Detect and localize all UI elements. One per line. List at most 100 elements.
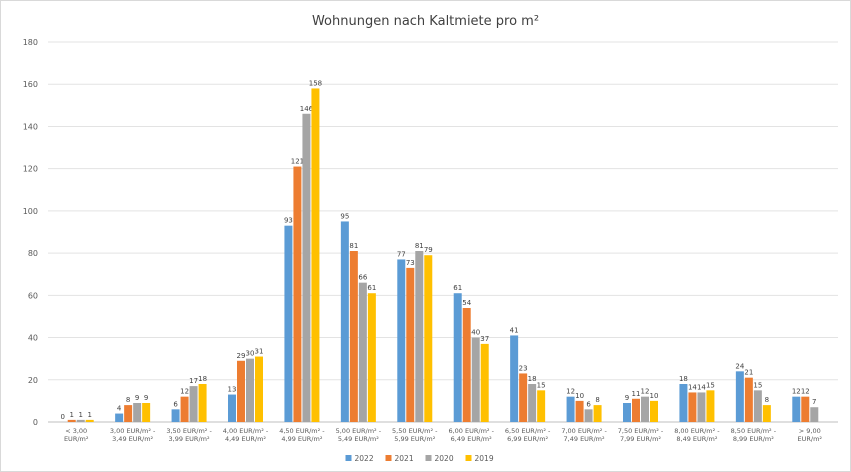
bar bbox=[753, 390, 762, 422]
bar bbox=[641, 396, 649, 422]
data-label: 54 bbox=[462, 299, 471, 307]
bar bbox=[735, 371, 744, 422]
bar bbox=[180, 396, 189, 422]
data-label: 18 bbox=[679, 375, 688, 383]
x-tick-label: < 3,00 bbox=[65, 427, 87, 435]
x-tick-label: 6,50 EUR/m² - bbox=[505, 427, 551, 435]
bar bbox=[293, 166, 302, 422]
data-label: 15 bbox=[706, 381, 715, 389]
bar bbox=[406, 267, 415, 422]
data-label: 15 bbox=[753, 381, 762, 389]
data-label: 1 bbox=[87, 411, 91, 419]
x-tick-label: 3,00 EUR/m² - bbox=[110, 427, 156, 435]
data-label: 12 bbox=[180, 388, 189, 396]
x-tick-label: 5,99 EUR/m² bbox=[394, 435, 435, 443]
bar bbox=[462, 308, 471, 422]
data-label: 6 bbox=[173, 400, 178, 408]
y-tick-label: 80 bbox=[28, 249, 38, 258]
data-label: 8 bbox=[126, 396, 130, 404]
data-label: 7 bbox=[812, 398, 816, 406]
x-tick-label: EUR/m² bbox=[798, 435, 823, 443]
data-label: 10 bbox=[575, 392, 584, 400]
data-label: 77 bbox=[397, 250, 406, 258]
data-label: 1 bbox=[78, 411, 82, 419]
bar bbox=[349, 251, 358, 422]
bar bbox=[762, 405, 771, 422]
data-label: 6 bbox=[586, 400, 591, 408]
bar bbox=[67, 419, 76, 422]
bar bbox=[584, 409, 593, 422]
y-tick-label: 60 bbox=[28, 291, 38, 300]
data-label: 18 bbox=[198, 375, 207, 383]
data-label: 4 bbox=[117, 405, 122, 413]
data-label: 8 bbox=[765, 396, 769, 404]
bar bbox=[198, 384, 207, 422]
x-tick-label: 3,50 EUR/m² - bbox=[166, 427, 212, 435]
bar bbox=[510, 335, 519, 422]
data-label: 24 bbox=[735, 362, 744, 370]
bar bbox=[623, 403, 631, 422]
data-label: 121 bbox=[291, 158, 304, 166]
y-tick-label: 100 bbox=[23, 207, 38, 216]
data-label: 73 bbox=[406, 259, 415, 267]
bar bbox=[471, 337, 480, 422]
y-tick-label: 180 bbox=[23, 38, 38, 47]
bar bbox=[311, 88, 320, 422]
x-tick-label: 5,00 EUR/m² - bbox=[336, 427, 382, 435]
bar bbox=[115, 413, 124, 422]
bar bbox=[228, 394, 236, 422]
x-tick-label: 8,99 EUR/m² bbox=[733, 435, 774, 443]
data-label: 11 bbox=[632, 390, 641, 398]
data-label: 81 bbox=[349, 242, 358, 250]
bar bbox=[284, 225, 293, 422]
x-tick-label: 7,00 EUR/m² - bbox=[561, 427, 607, 435]
data-label: 12 bbox=[641, 388, 650, 396]
x-tick-label: 3,99 EUR/m² bbox=[169, 435, 210, 443]
y-tick-label: 40 bbox=[28, 334, 38, 343]
bar bbox=[415, 251, 424, 422]
bar bbox=[632, 398, 640, 422]
y-tick-label: 160 bbox=[23, 80, 38, 89]
bar bbox=[528, 384, 537, 422]
data-label: 93 bbox=[284, 217, 293, 225]
data-label: 12 bbox=[801, 388, 810, 396]
x-tick-label: 6,99 EUR/m² bbox=[507, 435, 548, 443]
data-label: 9 bbox=[135, 394, 139, 402]
bar bbox=[566, 396, 575, 422]
legend-label: 2021 bbox=[395, 454, 414, 463]
x-tick-label: 5,50 EUR/m² - bbox=[392, 427, 438, 435]
bar bbox=[246, 358, 254, 422]
x-tick-label: 8,00 EUR/m² - bbox=[674, 427, 720, 435]
data-label: 146 bbox=[300, 105, 314, 113]
x-tick-label: 6,00 EUR/m² - bbox=[448, 427, 494, 435]
data-label: 1 bbox=[69, 411, 73, 419]
bar bbox=[706, 390, 715, 422]
x-tick-label: > 9,00 bbox=[799, 427, 821, 435]
data-label: 14 bbox=[697, 383, 706, 391]
legend-label: 2020 bbox=[435, 454, 454, 463]
bar bbox=[575, 400, 584, 422]
bar bbox=[593, 405, 602, 422]
data-label: 14 bbox=[688, 383, 697, 391]
bar bbox=[424, 255, 433, 422]
data-label: 31 bbox=[255, 348, 264, 356]
bar bbox=[688, 392, 697, 422]
bar bbox=[453, 293, 462, 422]
data-label: 12 bbox=[566, 388, 575, 396]
data-label: 9 bbox=[144, 394, 148, 402]
data-label: 29 bbox=[237, 352, 246, 360]
chart-title: Wohnungen nach Kaltmiete pro m² bbox=[311, 14, 540, 29]
x-tick-label: 4,99 EUR/m² bbox=[281, 435, 322, 443]
legend-label: 2019 bbox=[475, 454, 494, 463]
data-label: 15 bbox=[537, 381, 546, 389]
x-tick-label: 6,49 EUR/m² bbox=[451, 435, 492, 443]
bar bbox=[133, 403, 142, 422]
x-tick-label: EUR/m² bbox=[64, 435, 89, 443]
bar bbox=[650, 400, 658, 422]
y-tick-label: 140 bbox=[23, 122, 38, 131]
data-label: 158 bbox=[309, 79, 322, 87]
data-label: 0 bbox=[60, 413, 64, 421]
bar bbox=[519, 373, 528, 422]
bar bbox=[679, 384, 688, 422]
bar bbox=[397, 259, 406, 422]
